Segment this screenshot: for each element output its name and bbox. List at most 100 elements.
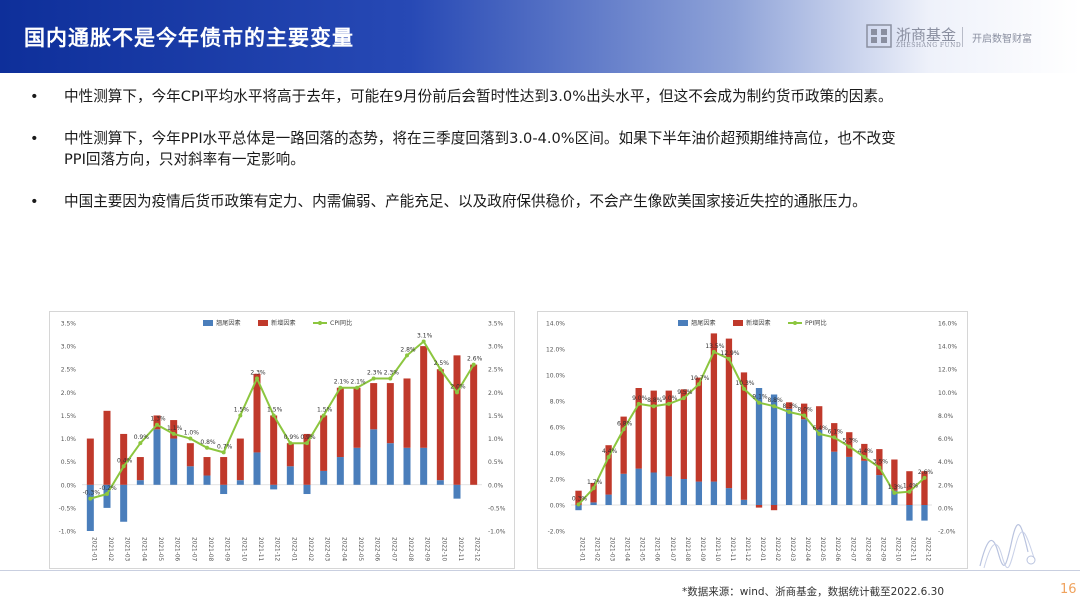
data-label: 9.1% [752, 394, 768, 401]
x-tick-label: 2022-12 [474, 537, 480, 562]
yoy-point [238, 413, 243, 418]
y2-tick-label: 4.0% [938, 459, 954, 466]
yoy-point [155, 422, 159, 427]
yoy-point [338, 385, 343, 390]
data-label: 1.1% [167, 425, 183, 432]
y-tick-label: 2.0% [550, 477, 566, 484]
y2-tick-label: 3.0% [488, 344, 504, 351]
data-label: 9.0% [662, 395, 678, 402]
yoy-point [666, 401, 671, 406]
new-factor-bar [861, 443, 868, 461]
yoy-point [288, 441, 293, 446]
data-label: 9.5% [677, 389, 693, 396]
yoy-point [591, 486, 596, 491]
data-label: 12.9% [720, 350, 739, 357]
yoy-point [205, 445, 209, 450]
new-factor-bar [236, 438, 244, 481]
x-tick-label: 2022-10 [894, 537, 900, 562]
tail-factor-bar [420, 447, 428, 485]
new-factor-bar [725, 338, 733, 489]
yoy-point [877, 465, 882, 470]
x-tick-label: 2022-04 [340, 537, 346, 562]
new-factor-bar [436, 369, 444, 481]
data-label: 8.8% [647, 397, 663, 404]
yoy-point [471, 362, 476, 367]
yoy-point [681, 396, 686, 401]
x-tick-label: 2022-05 [819, 537, 825, 562]
x-tick-label: 2021-08 [684, 537, 690, 562]
data-label: 1.5% [317, 406, 333, 413]
x-tick-label: 2021-12 [744, 537, 750, 562]
x-tick-label: 2021-06 [174, 537, 180, 562]
bullet-text: 中国主要因为疫情后货币政策有定力、内需偏弱、产能充足、以及政府保供稳价，不会产生… [64, 193, 867, 210]
data-label: 6.8% [617, 420, 633, 427]
yoy-point [606, 455, 611, 460]
tail-factor-bar [740, 499, 748, 505]
new-factor-bar [876, 449, 883, 476]
data-label: 1.3% [150, 416, 166, 423]
bullet-item: • 中性测算下，今年PPI水平总体是一路回落的态势，将在三季度回落到3.0-4.… [30, 128, 910, 170]
y-tick-label: 6.0% [550, 425, 566, 432]
yoy-point [696, 382, 701, 387]
data-label: 4.4% [602, 448, 618, 455]
tail-factor-bar [695, 481, 703, 505]
yoy-point [455, 390, 459, 395]
data-label: 2.3% [367, 369, 383, 376]
tail-factor-bar [590, 502, 597, 505]
y-tick-label: 0.0% [61, 482, 77, 489]
data-label: 8.3% [782, 403, 798, 410]
new-factor-bar [605, 445, 612, 495]
tail-factor-bar [453, 484, 461, 499]
data-label: 1.4% [903, 483, 919, 490]
tail-factor-bar [153, 429, 161, 485]
yoy-point [321, 413, 326, 418]
legend-swatch-new [258, 320, 268, 326]
new-factor-bar [891, 459, 898, 491]
tail-factor-bar [353, 447, 361, 485]
x-tick-label: 2022-09 [879, 537, 885, 562]
yoy-point [576, 502, 581, 507]
x-tick-label: 2021-11 [257, 537, 263, 562]
tail-factor-bar [103, 484, 111, 508]
data-label: 2.0% [450, 383, 466, 390]
yoy-point [355, 385, 359, 390]
x-tick-label: 2022-12 [924, 537, 930, 562]
brand-slogan: 开启数智财富 [972, 34, 1032, 45]
new-factor-bar [320, 415, 328, 471]
x-tick-label: 2022-07 [849, 537, 855, 562]
data-label: 1.5% [234, 406, 250, 413]
new-factor-bar [816, 406, 823, 430]
y2-tick-label: 2.5% [488, 367, 504, 374]
tail-factor-bar [403, 447, 411, 485]
tail-factor-bar [906, 505, 913, 521]
x-tick-label: 2021-10 [240, 537, 246, 562]
x-tick-label: 2021-10 [714, 537, 720, 562]
data-label: 2.5% [434, 360, 450, 367]
new-factor-bar [906, 471, 913, 505]
yoy-point [787, 409, 792, 414]
x-tick-label: 2022-11 [457, 537, 463, 562]
new-factor-bar [650, 390, 657, 473]
new-factor-bar [710, 333, 718, 482]
yoy-point [371, 376, 376, 381]
yoy-point [305, 441, 309, 446]
y2-tick-label: -1.0% [488, 529, 506, 536]
new-factor-bar [921, 471, 928, 505]
tail-factor-bar [303, 484, 311, 495]
tail-factor-bar [725, 488, 733, 505]
brand-english: ZHESHANG FUND [896, 42, 962, 49]
data-label: 6.1% [828, 428, 844, 435]
data-label: 10.3% [735, 380, 754, 387]
x-tick-label: 2022-03 [324, 537, 330, 562]
tail-factor-bar [253, 452, 261, 485]
y2-tick-label: 2.0% [488, 390, 504, 397]
cpi-chart: -1.0% -0.5% 0.0% 0.5% 1.0% 1.5% 2.0% 2.5% 3.0% 3.… [59, 319, 506, 562]
y2-tick-label: 6.0% [938, 436, 954, 443]
x-tick-label: 2022-04 [804, 537, 810, 562]
new-factor-bar [420, 346, 428, 448]
yoy-point [88, 496, 93, 501]
tail-factor-bar [770, 394, 778, 505]
y2-tick-label: 1.5% [488, 413, 504, 420]
data-label: 9.0% [632, 395, 648, 402]
x-tick-label: 2022-01 [290, 537, 296, 562]
